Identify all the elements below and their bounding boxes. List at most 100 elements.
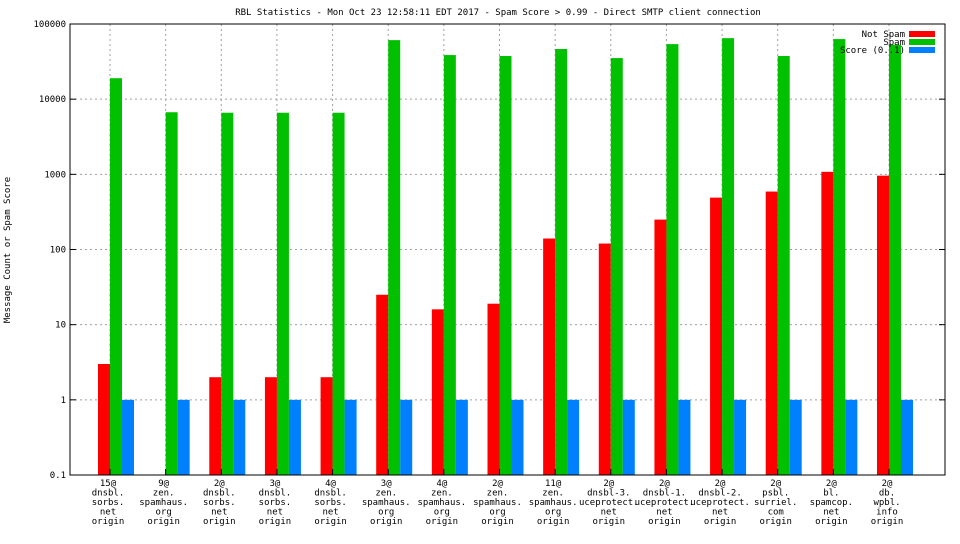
x-tick-label: sorbs. bbox=[314, 498, 347, 508]
bar-spam bbox=[722, 38, 735, 476]
x-tick-label: db. bbox=[879, 489, 895, 499]
x-tick-label: origin bbox=[481, 517, 514, 527]
x-tick-label: spamhaus. bbox=[362, 498, 411, 508]
y-tick-label: 1000 bbox=[44, 170, 66, 180]
legend-swatch bbox=[909, 31, 935, 37]
x-tick-label: 11@ bbox=[545, 479, 562, 489]
x-tick-label: org bbox=[156, 508, 172, 518]
legend-swatch bbox=[909, 39, 935, 45]
x-tick-label: info bbox=[876, 508, 898, 518]
x-tick-label: origin bbox=[147, 517, 180, 527]
x-tick-label: 9@ bbox=[158, 479, 169, 489]
bar-spam bbox=[555, 48, 568, 475]
x-tick-label: spamhaus. bbox=[417, 498, 466, 508]
bar-not-spam bbox=[765, 191, 778, 475]
x-tick-label: origin bbox=[537, 517, 570, 527]
x-tick-label: uceprotect. bbox=[579, 498, 639, 508]
legend-swatch bbox=[909, 47, 935, 53]
bar-spam bbox=[777, 56, 790, 476]
x-tick-label: net bbox=[322, 508, 338, 518]
x-tick-label: uceprotect. bbox=[690, 498, 750, 508]
x-tick-label: 3@ bbox=[270, 479, 281, 489]
x-tick-label: 2@ bbox=[826, 479, 837, 489]
x-tick-label: net bbox=[100, 508, 116, 518]
x-tick-label: origin bbox=[815, 517, 848, 527]
x-tick-label: 4@ bbox=[325, 479, 336, 489]
bar-spam bbox=[165, 112, 178, 475]
x-tick-label: 3@ bbox=[381, 479, 392, 489]
y-tick-label: 1 bbox=[61, 396, 66, 406]
x-tick-label: zen. bbox=[153, 489, 175, 499]
bar-not-spam bbox=[598, 243, 611, 475]
x-tick-label: sorbs. bbox=[92, 498, 125, 508]
bar-score bbox=[789, 399, 802, 475]
bar-not-spam bbox=[376, 294, 389, 475]
x-tick-label: uceprotect. bbox=[635, 498, 695, 508]
x-tick-label: 2@ bbox=[659, 479, 670, 489]
x-tick-label: net bbox=[211, 508, 227, 518]
bar-score bbox=[177, 399, 190, 475]
bar-not-spam bbox=[543, 238, 556, 475]
bar-not-spam bbox=[320, 377, 333, 475]
bar-spam bbox=[833, 39, 846, 476]
y-tick-label: 10 bbox=[55, 321, 66, 331]
x-tick-label: 2@ bbox=[715, 479, 726, 489]
x-tick-label: dnsbl. bbox=[92, 489, 125, 499]
x-tick-label: zen. bbox=[487, 489, 509, 499]
x-tick-label: origin bbox=[759, 517, 792, 527]
bar-spam bbox=[221, 112, 234, 475]
x-tick-label: origin bbox=[426, 517, 459, 527]
x-tick-label: net bbox=[712, 508, 728, 518]
bar-spam bbox=[110, 78, 122, 475]
y-tick-label: 0.1 bbox=[50, 471, 66, 481]
bar-not-spam bbox=[877, 175, 889, 475]
x-tick-label: zen. bbox=[431, 489, 453, 499]
x-tick-label: origin bbox=[871, 517, 904, 527]
x-tick-label: 15@ bbox=[100, 479, 117, 489]
x-tick-label: org bbox=[378, 508, 394, 518]
x-tick-label: wpbl. bbox=[873, 498, 900, 508]
x-tick-label: 2@ bbox=[492, 479, 503, 489]
bar-score bbox=[901, 399, 913, 475]
x-tick-label: net bbox=[823, 508, 839, 518]
x-tick-label: 2@ bbox=[882, 479, 893, 489]
y-tick-label: 10000 bbox=[39, 95, 66, 105]
x-tick-label: spamhaus. bbox=[529, 498, 578, 508]
bar-not-spam bbox=[209, 377, 222, 475]
y-axis-label: Message Count or Spam Score bbox=[3, 177, 13, 323]
x-tick-label: 2@ bbox=[603, 479, 614, 489]
y-tick-label: 100 bbox=[50, 246, 66, 256]
x-tick-label: org bbox=[489, 508, 505, 518]
bar-score bbox=[400, 399, 413, 475]
bar-spam bbox=[276, 112, 289, 475]
x-tick-label: origin bbox=[259, 517, 292, 527]
bar-score bbox=[122, 399, 134, 475]
chart-title: RBL Statistics - Mon Oct 23 12:58:11 EDT… bbox=[235, 8, 761, 18]
x-tick-label: com bbox=[768, 508, 784, 518]
x-tick-label: dnsbl. bbox=[203, 489, 236, 499]
bar-not-spam bbox=[431, 309, 444, 475]
x-tick-label: org bbox=[545, 508, 561, 518]
bar-score bbox=[233, 399, 246, 475]
bar-not-spam bbox=[487, 303, 500, 475]
bar-spam bbox=[499, 56, 512, 476]
x-tick-label: dnsbl. bbox=[259, 489, 292, 499]
x-tick-label: sorbs. bbox=[203, 498, 236, 508]
x-tick-label: origin bbox=[648, 517, 681, 527]
x-tick-label: origin bbox=[314, 517, 347, 527]
x-tick-label: net bbox=[656, 508, 672, 518]
x-tick-label: zen. bbox=[375, 489, 397, 499]
x-tick-label: dnsbl-2. bbox=[698, 489, 741, 499]
x-tick-label: spamhaus. bbox=[473, 498, 522, 508]
x-tick-label: net bbox=[601, 508, 617, 518]
bar-score bbox=[511, 399, 524, 475]
bar-not-spam bbox=[710, 197, 723, 476]
x-tick-label: surriel. bbox=[754, 498, 797, 508]
x-tick-label: origin bbox=[92, 517, 125, 527]
bar-score bbox=[678, 399, 691, 475]
bar-spam bbox=[332, 112, 345, 475]
legend-label: Not Spam bbox=[862, 30, 905, 40]
x-tick-label: 2@ bbox=[214, 479, 225, 489]
bar-score bbox=[845, 399, 858, 475]
